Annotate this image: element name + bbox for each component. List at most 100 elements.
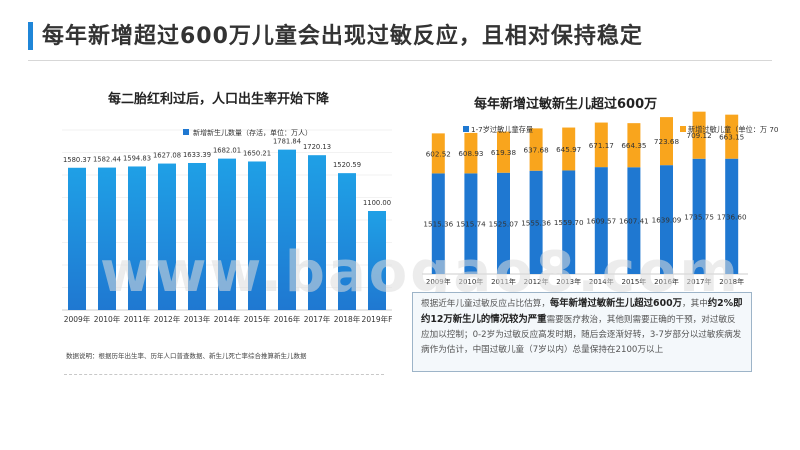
chart2-bar-new [464, 132, 478, 174]
chart2-new-label: 619.38 [491, 148, 517, 157]
chart2-bar-stock [725, 158, 739, 274]
chart2-bar-stock [497, 172, 510, 274]
chart1-value-label: 1520.59 [333, 161, 361, 169]
chart1-tick-label: 2015年 [244, 314, 271, 324]
chart2-new-label: 723.68 [654, 137, 680, 146]
chart2-stock-label: 1525.07 [489, 219, 519, 228]
chart2-bar-stock [464, 173, 478, 274]
chart2-bar-stock [562, 170, 576, 274]
chart2-tick-label: 2017年 [687, 277, 712, 286]
chart2-bar-new [497, 131, 510, 173]
title-divider [28, 60, 772, 61]
chart2-new-label: 664.35 [621, 141, 646, 150]
chart1-legend-label: 新增新生儿数量（存活，单位：万人） [193, 128, 312, 137]
chart2-legend-swatch-stock [463, 126, 469, 132]
chart2-stock-label: 1607.41 [619, 217, 649, 226]
page-title: 每年新增超过600万儿童会出现过敏反应，且相对保持稳定 [42, 24, 643, 49]
chart1-bar [218, 158, 236, 310]
summary-textbox: 根据近年儿童过敏反应占比估算，每年新增过敏新生儿超过600万，其中约2%即约12… [412, 292, 752, 372]
chart2-bar-stock [692, 158, 706, 274]
chart1-value-label: 1650.21 [243, 149, 271, 157]
chart1-bar [98, 167, 116, 310]
chart1-value-label: 1100.00 [363, 199, 391, 207]
chart2-bar-stock [431, 173, 445, 274]
chart2-title: 每年新增过敏新生儿超过600万 [474, 97, 658, 112]
chart1-value-label: 1720.13 [303, 143, 331, 151]
chart1-tick-label: 2017年 [304, 314, 331, 324]
chart2-stock-label: 1736.60 [717, 212, 747, 221]
chart1-value-label: 1580.37 [63, 156, 91, 164]
chart1-bar [248, 161, 266, 310]
chart2-stock-label: 1735.75 [684, 212, 714, 221]
summary-bold1: 每年新增过敏新生儿超过600万 [549, 298, 682, 309]
chart2-bar-new [431, 133, 445, 174]
chart1-value-label: 1594.83 [123, 154, 151, 162]
summary-part1: 根据近年儿童过敏反应占比估算， [421, 299, 550, 309]
summary-bold2: 约2%即约12万新生儿的情况较为严重 [421, 298, 743, 325]
chart2-legend-label-stock: 1-7岁过敏儿童存量 [471, 125, 533, 134]
chart2-bar-new [529, 128, 543, 171]
chart1-title: 每二胎红利过后，人口出生率开始下降 [108, 92, 330, 107]
chart2-bar-new [725, 114, 739, 159]
summary-part2: ，其中 [682, 299, 708, 309]
chart2-legend-label-new: 新增过敏儿童（单位：万 70 [688, 125, 779, 134]
chart1-tick-label: 2016年 [274, 314, 301, 324]
chart2-bar-new [692, 111, 706, 159]
chart2-stock-label: 1515.36 [423, 220, 453, 229]
summary-part3: 需要医疗救治，其他则需要正确的干预，对过敏反应加以控制；0-2岁为过敏反应高发时… [421, 315, 742, 355]
chart2-new-label: 602.52 [426, 149, 451, 158]
chart1-tick-label: 2013年 [184, 314, 211, 324]
chart2-new-label: 645.97 [556, 145, 581, 154]
dashed-divider [64, 374, 384, 375]
chart2-stock-label: 1515.74 [456, 220, 486, 229]
chart1-bar [308, 155, 326, 310]
chart1-bar [158, 163, 176, 310]
chart2-stock-label: 1609.57 [586, 217, 616, 226]
chart2-new-label: 663.15 [719, 133, 744, 142]
chart2-new-label: 608.93 [458, 149, 483, 158]
chart1-tick-label: 2010年 [94, 314, 121, 324]
chart1-tick-label: 2011年 [124, 314, 151, 324]
chart2-tick-label: 2015年 [621, 277, 646, 286]
chart1-value-label: 1682.01 [213, 147, 241, 155]
chart1-bar [128, 166, 146, 310]
chart2-stock-label: 1559.70 [554, 218, 584, 227]
chart2-new-label: 637.68 [524, 146, 550, 155]
chart2-tick-label: 2016年 [654, 277, 679, 286]
chart1-bar [188, 162, 206, 310]
chart1-legend-swatch [183, 129, 189, 135]
chart2-stock-label: 1555.36 [521, 218, 551, 227]
chart2-new-label: 671.17 [589, 141, 614, 150]
chart2-bar-stock [660, 165, 673, 274]
chart2-bar-new [562, 127, 576, 171]
chart2-bar-stock [594, 167, 608, 274]
chart1-tick-label: 2019年F [362, 314, 393, 324]
chart2-stock-label: 1639.09 [652, 216, 682, 225]
chart1-value-label: 1633.39 [183, 151, 211, 159]
chart1-value-label: 1627.08 [153, 152, 181, 160]
chart2-tick-label: 2014年 [589, 277, 614, 286]
chart2-new-label: 709.12 [687, 131, 712, 140]
chart2-tick-label: 2013年 [556, 277, 581, 286]
chart2-bar-new [660, 117, 673, 166]
chart1-tick-label: 2018年 [334, 314, 361, 324]
chart2-bar-new [594, 122, 608, 168]
chart2-tick-label: 2010年 [458, 277, 483, 286]
chart1-bar [338, 173, 356, 310]
chart1-tick-label: 2012年 [154, 314, 181, 324]
source-note: 数据说明：根据历年出生率、历年人口普查数据、新生儿死亡率综合推算新生儿数据 [66, 352, 307, 360]
chart1-value-label: 1781.84 [273, 138, 301, 146]
chart1-tick-label: 2009年 [64, 314, 91, 324]
chart2-bar-new [627, 123, 641, 168]
chart1-bar [368, 211, 386, 310]
title-accent-bar [28, 22, 33, 50]
chart2-tick-label: 2012年 [524, 277, 549, 286]
chart2-legend-swatch-new [680, 126, 686, 132]
chart2-bar-stock [529, 170, 543, 274]
chart1-bar [278, 149, 296, 310]
chart2-tick-label: 2009年 [426, 277, 451, 286]
chart1-value-label: 1582.44 [93, 156, 121, 164]
chart2-bar-stock [627, 167, 641, 274]
